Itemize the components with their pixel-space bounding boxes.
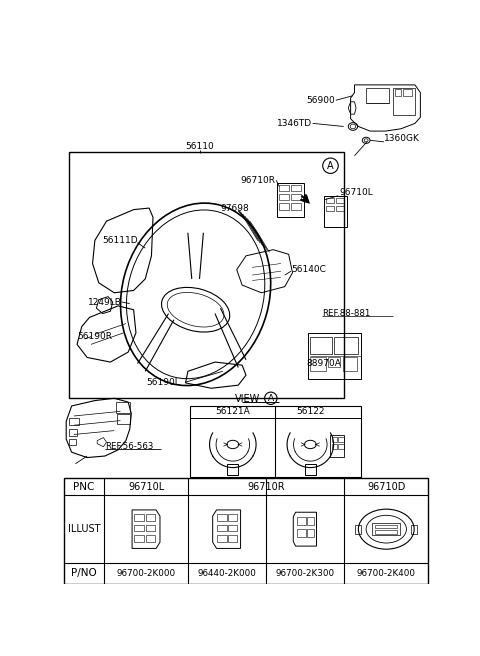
Text: 1360GK: 1360GK — [384, 134, 420, 143]
Bar — [216, 514, 227, 521]
Text: 96710R: 96710R — [240, 176, 276, 185]
Bar — [117, 415, 130, 424]
Bar — [336, 206, 344, 211]
Bar — [228, 514, 237, 521]
Bar — [311, 358, 326, 371]
Bar — [332, 443, 336, 449]
Text: 88970A: 88970A — [306, 359, 341, 368]
Text: P/NO: P/NO — [71, 568, 97, 578]
Bar — [279, 203, 289, 210]
Text: REF.56-563: REF.56-563 — [105, 442, 153, 451]
Bar — [228, 464, 238, 475]
Bar — [291, 203, 301, 210]
Bar — [330, 435, 345, 457]
Bar — [228, 525, 237, 531]
Bar — [336, 198, 344, 203]
Bar — [308, 333, 360, 379]
Bar — [228, 535, 237, 543]
Bar — [69, 429, 77, 436]
Bar — [134, 535, 144, 543]
Bar — [332, 437, 336, 442]
Bar — [216, 525, 227, 531]
Bar — [307, 517, 314, 525]
Bar — [305, 464, 316, 475]
Bar — [311, 337, 332, 354]
Text: 56140C: 56140C — [291, 265, 326, 274]
Bar — [116, 402, 130, 413]
Bar — [297, 517, 306, 525]
Bar — [324, 195, 347, 226]
Text: A: A — [327, 161, 334, 171]
Text: 97698: 97698 — [220, 203, 249, 213]
Bar — [335, 337, 358, 354]
Bar — [375, 530, 397, 534]
Bar — [69, 417, 79, 425]
Bar — [411, 525, 417, 534]
Bar — [338, 437, 344, 442]
Bar — [279, 194, 289, 200]
Bar — [134, 514, 144, 521]
Bar — [403, 89, 412, 96]
Bar — [64, 478, 428, 584]
Bar — [216, 535, 227, 543]
Bar — [69, 152, 345, 398]
Text: 56122: 56122 — [296, 407, 324, 416]
Bar — [307, 529, 314, 537]
Bar — [328, 358, 340, 367]
Bar — [372, 523, 400, 535]
Bar — [190, 406, 360, 477]
Text: VIEW: VIEW — [235, 394, 260, 404]
Text: 96710L: 96710L — [339, 188, 373, 197]
Bar — [395, 89, 401, 96]
Text: ILLUST: ILLUST — [68, 524, 100, 534]
Bar — [134, 525, 144, 531]
Text: 96710D: 96710D — [367, 482, 406, 492]
Bar — [338, 443, 344, 449]
Text: 56111D: 56111D — [102, 236, 137, 245]
Text: 56190R: 56190R — [77, 332, 112, 341]
Text: 56190L: 56190L — [146, 379, 180, 388]
Bar — [393, 88, 415, 115]
Text: 96700-2K300: 96700-2K300 — [276, 569, 335, 577]
Text: 96700-2K400: 96700-2K400 — [357, 569, 416, 577]
Text: 1346TD: 1346TD — [277, 119, 312, 128]
Bar — [279, 185, 289, 191]
Text: 96710R: 96710R — [247, 482, 285, 492]
Bar — [343, 358, 357, 371]
Bar — [146, 535, 155, 543]
Bar — [146, 514, 155, 521]
Bar — [277, 182, 304, 217]
Text: 96440-2K000: 96440-2K000 — [197, 569, 256, 577]
Bar — [69, 439, 76, 445]
Text: PNC: PNC — [73, 482, 95, 492]
Bar — [366, 88, 389, 104]
Text: 56900: 56900 — [306, 96, 335, 105]
Bar — [297, 529, 306, 537]
Bar — [146, 525, 155, 531]
Bar — [326, 206, 335, 211]
Bar — [326, 198, 335, 203]
Bar — [375, 525, 397, 528]
Text: A: A — [268, 394, 274, 403]
Bar — [355, 525, 361, 534]
Text: REF.88-881: REF.88-881 — [322, 309, 371, 318]
Bar — [291, 185, 301, 191]
Text: 96700-2K000: 96700-2K000 — [117, 569, 176, 577]
Text: 1249LB: 1249LB — [88, 298, 122, 306]
Text: 56110: 56110 — [185, 142, 214, 151]
Text: 96710L: 96710L — [128, 482, 164, 492]
Text: 56121A: 56121A — [216, 407, 250, 416]
Bar — [291, 194, 301, 200]
